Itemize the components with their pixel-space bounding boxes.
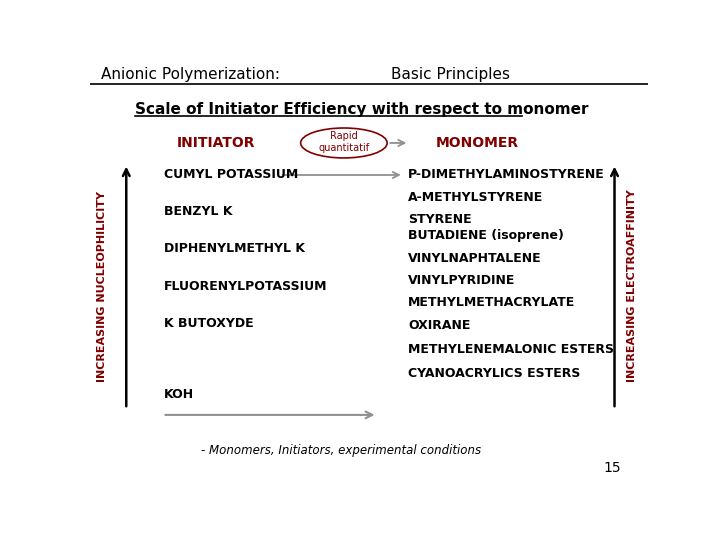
Text: VINYLNAPHTALENE: VINYLNAPHTALENE xyxy=(408,252,541,265)
Text: KOH: KOH xyxy=(163,388,194,401)
Text: CUMYL POTASSIUM: CUMYL POTASSIUM xyxy=(163,168,298,181)
Text: Rapid
quantitatif: Rapid quantitatif xyxy=(318,131,369,153)
Text: VINYLPYRIDINE: VINYLPYRIDINE xyxy=(408,274,516,287)
Text: MONOMER: MONOMER xyxy=(436,136,519,150)
Text: INITIATOR: INITIATOR xyxy=(176,136,255,150)
Text: METHYLENEMALONIC ESTERS: METHYLENEMALONIC ESTERS xyxy=(408,343,614,356)
Text: INCREASING ELECTROAFFINITY: INCREASING ELECTROAFFINITY xyxy=(627,190,637,382)
Text: OXIRANE: OXIRANE xyxy=(408,319,470,332)
Text: Basic Principles: Basic Principles xyxy=(392,68,510,82)
Text: BENZYL K: BENZYL K xyxy=(163,205,232,218)
Text: BUTADIENE (isoprene): BUTADIENE (isoprene) xyxy=(408,229,564,242)
Text: 15: 15 xyxy=(603,461,621,475)
Text: CYANOACRYLICS ESTERS: CYANOACRYLICS ESTERS xyxy=(408,367,580,380)
Text: INCREASING NUCLEOPHILICITY: INCREASING NUCLEOPHILICITY xyxy=(97,191,107,381)
Text: FLUORENYLPOTASSIUM: FLUORENYLPOTASSIUM xyxy=(163,280,327,293)
Text: P-DIMETHYLAMINOSTYRENE: P-DIMETHYLAMINOSTYRENE xyxy=(408,168,605,181)
Text: Scale of Initiator Efficiency with respect to monomer: Scale of Initiator Efficiency with respe… xyxy=(135,102,588,117)
Text: STYRENE: STYRENE xyxy=(408,213,472,226)
Text: K BUTOXYDE: K BUTOXYDE xyxy=(163,317,253,330)
Text: Anionic Polymerization:: Anionic Polymerization: xyxy=(101,68,280,82)
Text: METHYLMETHACRYLATE: METHYLMETHACRYLATE xyxy=(408,296,575,309)
Text: A-METHYLSTYRENE: A-METHYLSTYRENE xyxy=(408,191,544,204)
Text: - Monomers, Initiators, experimental conditions: - Monomers, Initiators, experimental con… xyxy=(201,444,481,457)
Text: DIPHENYLMETHYL K: DIPHENYLMETHYL K xyxy=(163,242,305,255)
